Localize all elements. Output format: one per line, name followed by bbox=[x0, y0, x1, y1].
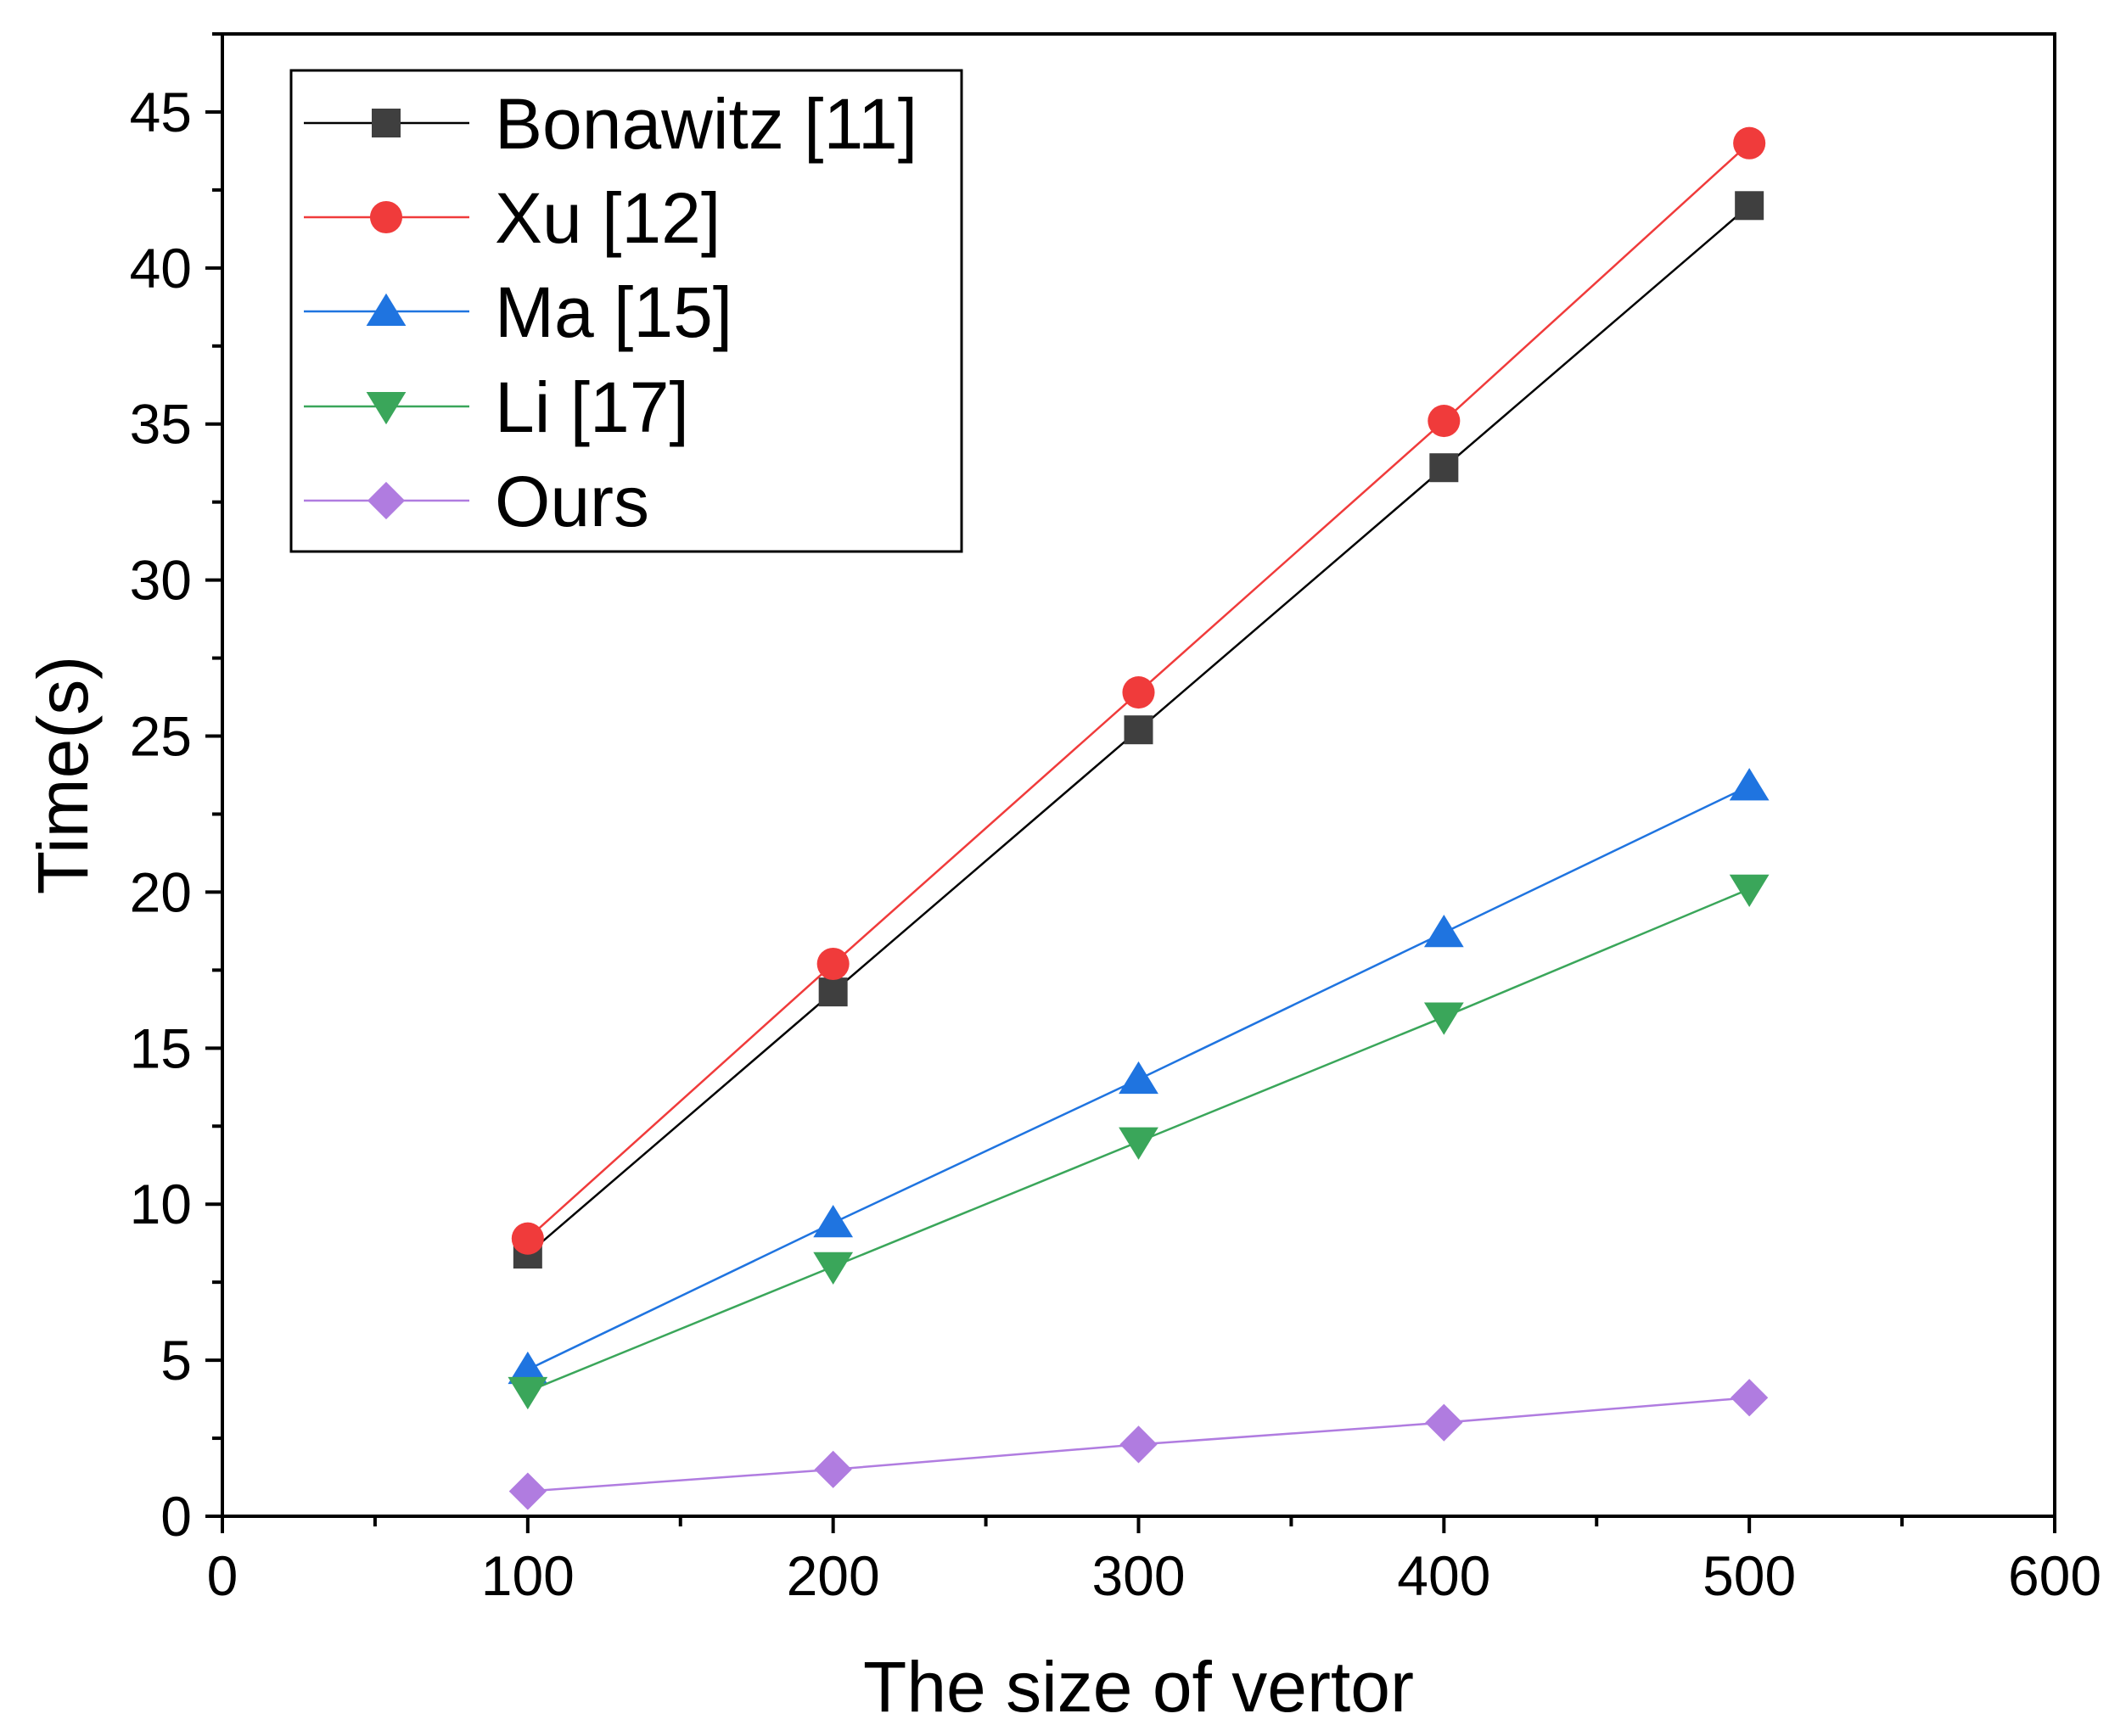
x-tick-label: 0 bbox=[207, 1544, 238, 1607]
y-tick-label: 10 bbox=[130, 1173, 192, 1235]
data-point bbox=[1735, 191, 1764, 221]
data-point bbox=[1428, 405, 1461, 438]
data-point bbox=[1425, 1403, 1463, 1442]
y-tick-label: 30 bbox=[130, 549, 192, 612]
data-point bbox=[1122, 675, 1155, 709]
data-point bbox=[508, 1376, 548, 1410]
legend-marker bbox=[366, 392, 407, 425]
y-tick-label: 0 bbox=[160, 1485, 192, 1548]
legend-item: Xu [12] bbox=[304, 178, 721, 258]
data-point bbox=[508, 1472, 547, 1510]
x-tick-label: 400 bbox=[1397, 1544, 1490, 1607]
legend-label: Li [17] bbox=[495, 367, 689, 447]
legend-marker bbox=[367, 481, 406, 520]
series-xu bbox=[511, 126, 1766, 1255]
y-tick-label: 15 bbox=[130, 1016, 192, 1079]
y-tick-label: 5 bbox=[160, 1329, 192, 1392]
data-point bbox=[1423, 914, 1464, 948]
data-point bbox=[511, 1222, 544, 1255]
legend-marker bbox=[366, 293, 407, 326]
legend-item: Ma [15] bbox=[304, 272, 732, 352]
data-point bbox=[1731, 1379, 1769, 1417]
series-group bbox=[508, 126, 1770, 1510]
data-point bbox=[818, 977, 848, 1007]
legend-item: Ours bbox=[304, 462, 649, 541]
x-tick-label: 600 bbox=[2008, 1544, 2101, 1607]
y-tick-label: 35 bbox=[130, 393, 192, 456]
y-tick-label: 25 bbox=[130, 705, 192, 768]
series-ma bbox=[508, 768, 1770, 1385]
legend-marker bbox=[372, 109, 401, 137]
data-point bbox=[1119, 1061, 1158, 1095]
y-tick-label: 45 bbox=[130, 81, 192, 143]
y-tick-label: 40 bbox=[130, 237, 192, 300]
legend-label: Bonawitz [11] bbox=[495, 84, 917, 164]
data-point bbox=[813, 1205, 854, 1238]
x-tick-label: 200 bbox=[787, 1544, 880, 1607]
legend: Bonawitz [11] Xu [12] Ma [15] Li [17] Ours bbox=[289, 69, 963, 553]
y-tick-label: 20 bbox=[130, 860, 192, 923]
data-point bbox=[1429, 453, 1459, 483]
data-point bbox=[508, 1351, 548, 1385]
data-point bbox=[1124, 715, 1153, 745]
series-li bbox=[508, 874, 1770, 1410]
legend-marker bbox=[369, 200, 403, 234]
data-point bbox=[1423, 1002, 1464, 1035]
series-ours bbox=[508, 1379, 1769, 1510]
data-point bbox=[1733, 126, 1766, 160]
data-point bbox=[1119, 1425, 1158, 1464]
x-axis-title: The size of vertor bbox=[863, 1647, 1414, 1727]
legend-label: Ma [15] bbox=[495, 272, 732, 352]
legend-item: Li [17] bbox=[304, 367, 689, 447]
data-point bbox=[816, 947, 850, 981]
data-point bbox=[813, 1252, 854, 1285]
legend-label: Ours bbox=[495, 462, 649, 541]
axes: 0 100 200 300 400 500 600 0 5 10 15 20 25 30 35 40 45 bbox=[130, 32, 2101, 1607]
legend-item: Bonawitz [11] bbox=[304, 84, 917, 164]
data-point bbox=[814, 1450, 852, 1488]
x-tick-label: 300 bbox=[1091, 1544, 1185, 1607]
data-point bbox=[1119, 1127, 1158, 1160]
data-point bbox=[1729, 874, 1770, 907]
y-axis-title: Time(s) bbox=[23, 656, 103, 895]
x-tick-label: 100 bbox=[481, 1544, 575, 1607]
data-point bbox=[1729, 768, 1770, 801]
legend-label: Xu [12] bbox=[495, 178, 721, 258]
x-tick-label: 500 bbox=[1702, 1544, 1796, 1607]
